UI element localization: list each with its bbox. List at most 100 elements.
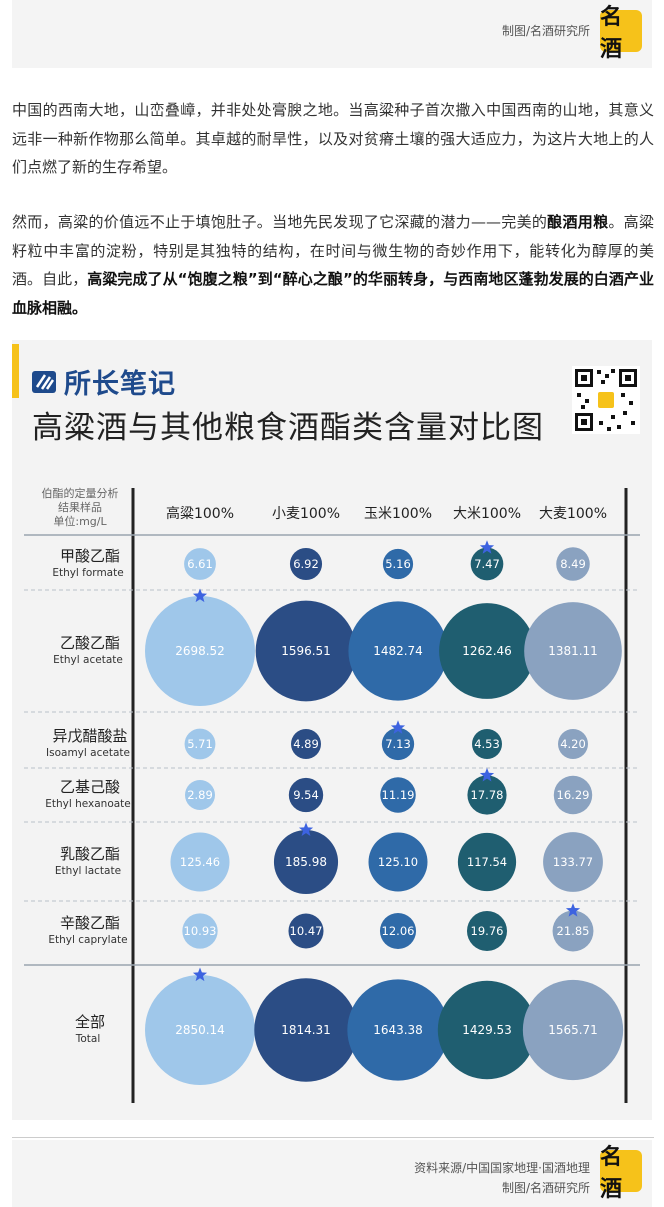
corner-label-line: 伯酯的定量分析: [42, 486, 119, 500]
bubble-value-label: 117.54: [467, 855, 507, 869]
bubble: [382, 548, 414, 580]
row-label: 异戊醋酸盐: [52, 727, 127, 745]
bubble: [381, 727, 415, 761]
bubble: [255, 600, 357, 702]
row-label-en: Isoamyl acetate: [46, 747, 130, 759]
bubble-value-label: 1429.53: [462, 1023, 512, 1037]
qr-code-icon: [572, 366, 640, 434]
bubble: [184, 728, 216, 760]
brand-logo: 名酒: [600, 4, 642, 62]
bubble: [467, 775, 507, 815]
bubble: [254, 978, 358, 1082]
p2-text-c: 。高粱籽粒中丰富的淀粉，特别是其独特的结构，在时间与微生物的奇妙作用下，能转化为…: [12, 213, 654, 288]
star-marker: [192, 967, 208, 982]
p2-bold-d: 高粱完成了从“饱腹之粮”到“醉心之酿”的华丽转身，与西南地区蓬勃发展的白酒产业血…: [12, 270, 654, 317]
bubble: [170, 832, 230, 892]
row-label: 辛酸乙酯: [60, 914, 120, 932]
brand-title: 所长笔记: [30, 362, 176, 401]
bubble-value-label: 4.53: [474, 737, 500, 751]
star-marker: [565, 903, 581, 917]
bubble-value-label: 125.46: [180, 855, 220, 869]
bubble: [184, 548, 216, 580]
column-header: 小麦100%: [272, 506, 340, 522]
bubble-value-label: 1596.51: [281, 644, 331, 658]
bubble-value-label: 1482.74: [373, 644, 423, 658]
row-label-en: Ethyl formate: [52, 567, 123, 579]
bubble-value-label: 17.78: [471, 788, 504, 802]
brand-text: 所长笔记: [64, 369, 176, 400]
bubble-value-label: 5.71: [187, 737, 213, 751]
bubble-value-label: 4.20: [560, 737, 586, 751]
row-label: 乙酸乙酯: [60, 634, 120, 652]
star-marker: [192, 588, 208, 603]
p2-bold-b: 酿酒用粮: [547, 213, 609, 231]
source-text: 资料来源/中国国家地理·国酒地理: [414, 1161, 590, 1175]
bubble: [348, 601, 448, 701]
bubble-value-label: 133.77: [553, 855, 593, 869]
bubble-value-label: 7.47: [474, 557, 500, 571]
bubble-value-label: 19.76: [471, 924, 504, 938]
bubble: [379, 912, 417, 950]
bubble: [439, 603, 535, 699]
column-header: 高粱100%: [166, 505, 234, 522]
bubble-value-label: 185.98: [285, 855, 327, 869]
column-header: 大麦100%: [539, 506, 607, 522]
corner-label-line: 结果样品: [58, 500, 102, 514]
bubble: [553, 775, 593, 815]
bubble-value-label: 4.89: [293, 737, 319, 751]
star-marker: [479, 767, 495, 782]
bubble-value-label: 5.16: [385, 557, 411, 571]
footer-band: [12, 1140, 652, 1207]
bubble-value-label: 10.93: [184, 924, 217, 938]
bubble: [472, 729, 502, 759]
bubble: [289, 547, 323, 581]
bubble-value-label: 7.13: [385, 737, 411, 751]
column-header: 大米100%: [453, 506, 521, 522]
bubble: [288, 777, 324, 813]
bubble: [145, 975, 255, 1085]
article-paragraph-2: 然而，高粱的价值远不止于填饱肚子。当地先民发现了它深藏的潜力——完美的酿酒用粮。…: [12, 208, 654, 322]
bubble-value-label: 2698.52: [175, 644, 225, 658]
bubble: [288, 913, 324, 949]
row-label-en: Ethyl hexanoate: [45, 798, 131, 810]
row-label: 甲酸乙酯: [60, 547, 120, 565]
bubble-value-label: 12.06: [382, 924, 415, 938]
footer-source: 资料来源/中国国家地理·国酒地理 制图/名酒研究所: [414, 1158, 590, 1198]
bubble-value-label: 11.19: [382, 788, 415, 802]
bubble: [368, 832, 428, 892]
bubble: [291, 729, 321, 759]
star-marker: [390, 720, 406, 734]
bubble: [522, 979, 624, 1081]
bubble: [466, 910, 508, 952]
row-label-en: Ethyl lactate: [55, 865, 121, 877]
row-label-en: Ethyl acetate: [53, 654, 123, 666]
bubble: [543, 832, 603, 892]
bubble-value-label: 10.47: [290, 924, 323, 938]
bubble: [273, 829, 339, 895]
bubble: [185, 780, 215, 810]
bubble-value-label: 125.10: [378, 855, 418, 869]
bubble-value-label: 1262.46: [462, 644, 512, 658]
star-marker: [479, 540, 495, 554]
bubble-value-label: 21.85: [557, 924, 590, 938]
column-header: 玉米100%: [364, 506, 432, 522]
bubble: [380, 777, 416, 813]
row-label: 乳酸乙酯: [60, 845, 120, 863]
bubble: [558, 729, 588, 759]
notebook-icon: [32, 371, 56, 393]
row-label: 乙基己酸: [60, 778, 120, 796]
bubble: [556, 547, 590, 581]
header-credit: 制图/名酒研究所: [501, 24, 590, 38]
row-label: 全部: [75, 1013, 105, 1031]
footer-logo: 名酒: [600, 1144, 642, 1202]
footer-divider: [12, 1137, 654, 1138]
bubble-value-label: 2.89: [187, 788, 213, 802]
bubble-value-label: 1643.38: [373, 1023, 423, 1037]
header-band: [12, 0, 652, 68]
bubble-value-label: 6.92: [293, 557, 319, 571]
row-label-en: Ethyl caprylate: [48, 934, 127, 946]
bubble-value-label: 8.49: [560, 557, 586, 571]
bubble-value-label: 9.54: [293, 788, 319, 802]
bubble: [524, 602, 622, 700]
